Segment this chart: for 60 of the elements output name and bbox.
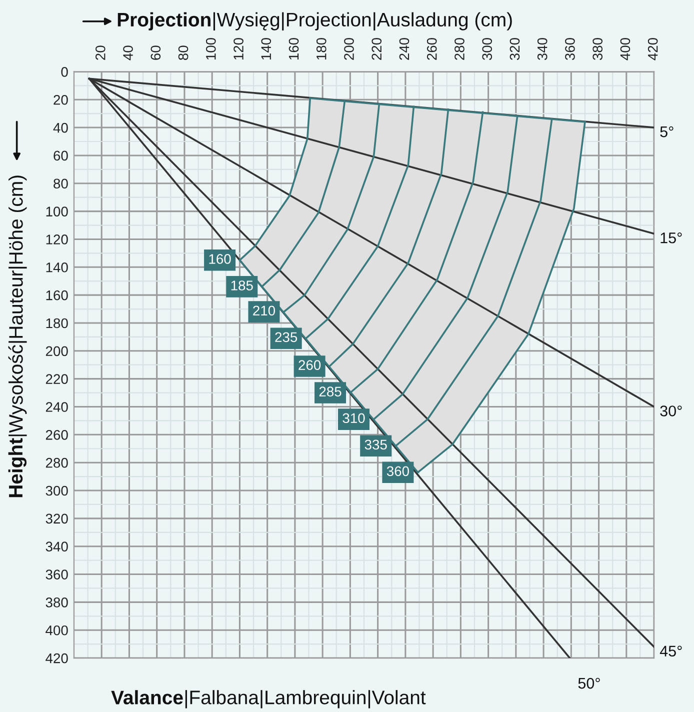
- y-tick-label: 40: [53, 122, 68, 133]
- x-tick-label: 400: [620, 38, 630, 60]
- y-tick-label: 400: [46, 625, 68, 636]
- y-tick-label: 20: [54, 94, 68, 105]
- y-tick-label: 180: [46, 318, 68, 328]
- annotation: 210: [253, 306, 276, 316]
- y-tick-label: 0: [61, 67, 68, 77]
- x-tick-label: 180: [316, 38, 326, 60]
- x-tick-label: 260: [426, 38, 437, 60]
- y-tick-label: 100: [46, 206, 68, 216]
- y-tick-label: 320: [46, 514, 68, 524]
- y-tick-label: 60: [54, 150, 68, 161]
- y-tick-label: 420: [46, 653, 68, 664]
- x-tick-label: 200: [344, 38, 354, 60]
- x-tick-label: 300: [482, 38, 492, 60]
- annotation: 235: [275, 332, 298, 342]
- x-tick-label: 160: [288, 38, 299, 60]
- annotation: 360: [386, 466, 409, 476]
- x-tick-label: 100: [206, 38, 216, 60]
- text: Valance|Falbana|Lambrequin|Volant: [111, 690, 426, 708]
- y-tick-label: 240: [46, 402, 68, 412]
- y-tick-label: 360: [46, 570, 68, 580]
- y-tick-label: 300: [46, 486, 68, 496]
- x-tick-label: 280: [454, 38, 464, 60]
- y-tick-label: 200: [46, 346, 68, 356]
- y-axis-title: Height|Wysokość|Hauteur|Höhe (cm): [8, 176, 27, 498]
- x-tick-label: 120: [234, 38, 244, 60]
- annotation: 45°: [660, 646, 682, 657]
- x-axis-title: Projection|Wysięg|Projection|Ausladung (cm): [118, 12, 512, 30]
- x-tick-label: 380: [592, 38, 603, 60]
- y-tick-label: 260: [46, 430, 68, 440]
- x-tick-label: 80: [178, 46, 188, 60]
- annotation: 310: [342, 413, 365, 424]
- y-tick-label: 140: [46, 262, 68, 272]
- annotation: 285: [319, 386, 342, 397]
- x-tick-label: 140: [261, 38, 272, 60]
- x-tick-label: 220: [372, 38, 382, 60]
- y-tick-label: 80: [54, 178, 68, 189]
- x-tick-label: 340: [537, 38, 548, 60]
- annotation: 185: [231, 280, 253, 290]
- annotation: 5°: [660, 126, 674, 138]
- x-tick-label: 320: [510, 38, 520, 60]
- annotation: 15°: [660, 232, 682, 244]
- y-tick-label: 120: [46, 234, 68, 244]
- x-tick-label: 20: [95, 46, 106, 60]
- x-tick-label: 420: [648, 38, 658, 60]
- annotation: 50°: [578, 678, 600, 689]
- annotation: 260: [298, 360, 321, 370]
- y-tick-label: 380: [46, 598, 68, 608]
- x-tick-label: 40: [123, 46, 133, 60]
- annotation: 30°: [660, 406, 682, 416]
- annotation: 335: [364, 440, 387, 450]
- y-tick-label: 220: [46, 374, 68, 384]
- y-tick-label: 280: [46, 458, 68, 468]
- x-tick-label: 60: [150, 46, 161, 60]
- y-tick-label: 160: [46, 290, 68, 300]
- annotation: 160: [209, 254, 231, 264]
- x-tick-label: 360: [565, 38, 575, 60]
- y-tick-label: 340: [46, 542, 68, 552]
- x-tick-label: 240: [399, 38, 410, 60]
